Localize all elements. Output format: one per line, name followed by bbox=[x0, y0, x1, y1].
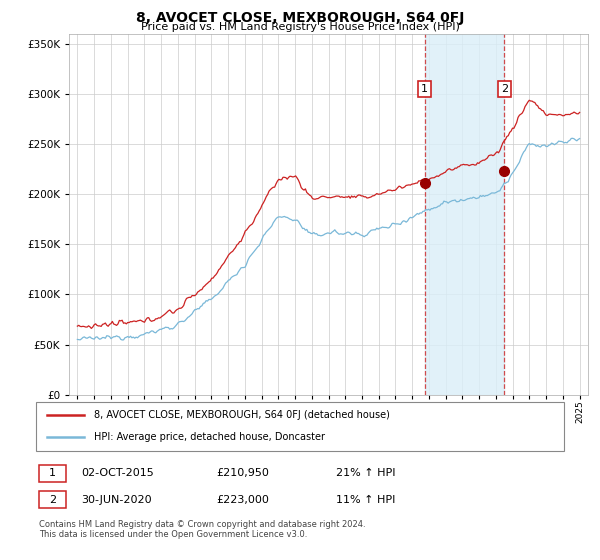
Text: HPI: Average price, detached house, Doncaster: HPI: Average price, detached house, Donc… bbox=[94, 432, 325, 442]
Text: 2: 2 bbox=[49, 494, 56, 505]
Text: 8, AVOCET CLOSE, MEXBOROUGH, S64 0FJ: 8, AVOCET CLOSE, MEXBOROUGH, S64 0FJ bbox=[136, 11, 464, 25]
Text: 1: 1 bbox=[49, 468, 56, 478]
Text: 02-OCT-2015: 02-OCT-2015 bbox=[81, 468, 154, 478]
Text: Price paid vs. HM Land Registry's House Price Index (HPI): Price paid vs. HM Land Registry's House … bbox=[140, 22, 460, 32]
Text: 11% ↑ HPI: 11% ↑ HPI bbox=[336, 494, 395, 505]
Text: £210,950: £210,950 bbox=[216, 468, 269, 478]
Text: 21% ↑ HPI: 21% ↑ HPI bbox=[336, 468, 395, 478]
Text: 8, AVOCET CLOSE, MEXBOROUGH, S64 0FJ (detached house): 8, AVOCET CLOSE, MEXBOROUGH, S64 0FJ (de… bbox=[94, 410, 390, 421]
Text: £223,000: £223,000 bbox=[216, 494, 269, 505]
Text: 2: 2 bbox=[501, 84, 508, 94]
Bar bbox=[425, 34, 504, 395]
Text: 30-JUN-2020: 30-JUN-2020 bbox=[81, 494, 152, 505]
Text: Contains HM Land Registry data © Crown copyright and database right 2024.
This d: Contains HM Land Registry data © Crown c… bbox=[39, 520, 365, 539]
FancyBboxPatch shape bbox=[36, 402, 564, 451]
Text: 1: 1 bbox=[421, 84, 428, 94]
